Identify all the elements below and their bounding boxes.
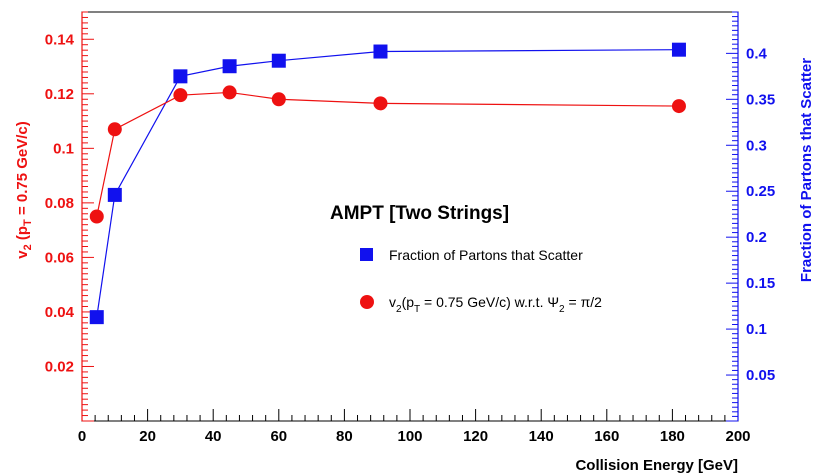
right-tick-label: 0.4	[746, 45, 768, 62]
left-tick-label: 0.04	[45, 304, 75, 321]
x-tick-label: 40	[205, 428, 222, 445]
data-point-square	[671, 42, 686, 57]
right-tick-label: 0.35	[746, 91, 775, 108]
x-axis-title: Collision Energy [GeV]	[575, 457, 738, 474]
right-tick-label: 0.2	[746, 229, 767, 246]
series-1-line	[96, 91, 679, 217]
right-tick-label: 0.3	[746, 137, 767, 154]
data-point-square	[271, 53, 286, 68]
left-tick-label: 0.06	[45, 249, 74, 266]
right-tick-label: 0.05	[746, 367, 775, 384]
x-axis: 0 20 40 60 80 100 120 140 160 180 200	[78, 409, 751, 445]
x-tick-label: 180	[660, 428, 685, 445]
x-tick-label: 160	[594, 428, 619, 445]
data-point-circle	[373, 96, 388, 111]
x-tick-label: 80	[336, 428, 353, 445]
left-tick-label: 0.02	[45, 358, 74, 375]
right-tick-label: 0.1	[746, 321, 767, 338]
legend-entry-fraction: Fraction of Partons that Scatter	[389, 247, 583, 263]
x-tick-label: 60	[270, 428, 287, 445]
right-tick-label: 0.15	[746, 275, 775, 292]
series-layer	[89, 42, 686, 325]
data-point-square	[222, 59, 237, 74]
data-point-square	[89, 310, 104, 325]
x-tick-label: 20	[139, 428, 156, 445]
data-point-circle	[107, 122, 122, 137]
legend-marker-square	[360, 248, 373, 261]
data-point-circle	[222, 85, 237, 100]
legend-entry-v2: v2(pT = 0.75 GeV/c) w.r.t. Ψ2 = π/2	[389, 294, 602, 315]
data-point-square	[173, 69, 188, 84]
x-tick-label: 140	[529, 428, 554, 445]
x-tick-label: 200	[725, 428, 750, 445]
right-axis-title: Fraction of Partons that Scatter	[798, 58, 815, 282]
right-tick-label: 0.25	[746, 183, 775, 200]
right-y-axis: 0.05 0.1 0.15 0.2 0.25 0.3 0.35 0.4	[726, 11, 775, 422]
x-tick-label: 120	[463, 428, 488, 445]
data-point-circle	[271, 92, 286, 107]
legend: Fraction of Partons that Scatter v2(pT =…	[360, 247, 602, 315]
data-point-circle	[173, 88, 188, 103]
x-tick-label: 100	[397, 428, 422, 445]
data-point-circle	[671, 99, 686, 114]
data-point-square	[107, 187, 122, 202]
x-tick-label: 0	[78, 428, 86, 445]
left-tick-label: 0.08	[45, 195, 74, 212]
legend-marker-circle	[360, 295, 374, 309]
left-tick-label: 0.1	[53, 140, 74, 157]
data-point-square	[373, 44, 388, 59]
left-tick-label: 0.14	[45, 31, 75, 48]
left-axis-title: v2 (pT = 0.75 GeV/c)	[14, 121, 34, 259]
left-tick-label: 0.12	[45, 86, 74, 103]
left-y-axis: 0.02 0.04 0.06 0.08 0.1 0.12 0.14	[45, 11, 94, 422]
chart-annotation: AMPT [Two Strings]	[330, 203, 509, 224]
data-point-circle	[89, 209, 104, 224]
